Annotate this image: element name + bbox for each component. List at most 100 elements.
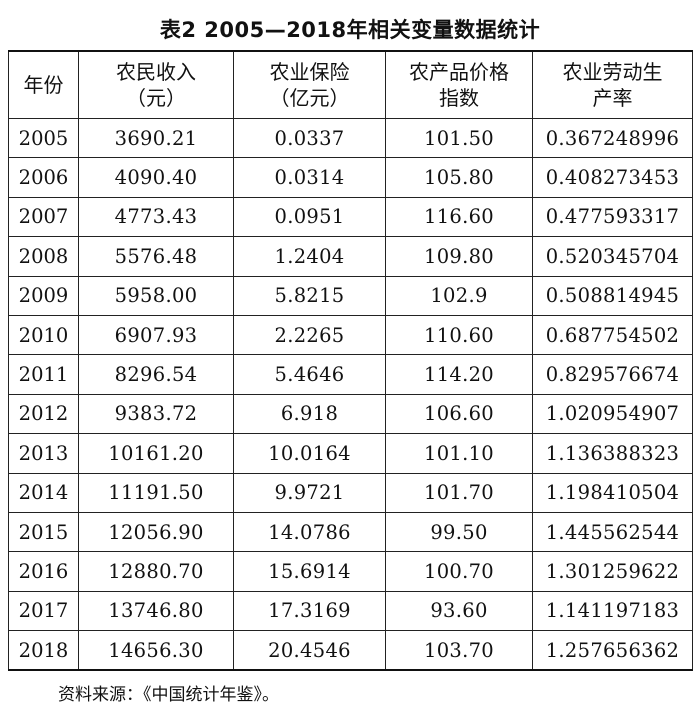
table-row: 2005 3690.21 0.0337 101.50 0.367248996 [8,117,693,159]
value-cell: 14656.30 [78,630,234,672]
table-body: 2005 3690.21 0.0337 101.50 0.367248996 2006 40… [8,117,693,672]
value-cell: 5576.48 [78,236,234,277]
column-header-line: （元） [126,86,186,110]
value-cell: 17.3169 [233,590,386,632]
value-cell: 8296.54 [78,354,234,395]
value-cell: 1.445562544 [532,511,693,553]
table-row: 2018 14656.30 20.4546 103.70 1.257656362 [8,630,693,672]
table-row: 2007 4773.43 0.0951 116.60 0.477593317 [8,196,693,238]
table-row: 2011 8296.54 5.4646 114.20 0.829576674 [8,354,693,395]
value-cell: 0.520345704 [532,236,693,277]
value-cell: 1.301259622 [532,551,693,592]
value-cell: 105.80 [385,157,533,198]
value-cell: 5.4646 [233,354,386,395]
value-cell: 1.198410504 [532,472,693,513]
value-cell: 6907.93 [78,314,234,356]
year-cell: 2012 [8,393,79,435]
table-row: 2008 5576.48 1.2404 109.80 0.520345704 [8,236,693,277]
table-row: 2012 9383.72 6.918 106.60 1.020954907 [8,393,693,435]
value-cell: 0.0314 [233,157,386,198]
value-cell: 9383.72 [78,393,234,435]
year-cell: 2008 [8,236,79,277]
value-cell: 12056.90 [78,511,234,553]
source-note: 资料来源：《中国统计年鉴》。 [58,685,279,705]
column-header-line: 农民收入 [116,60,196,84]
value-cell: 9.9721 [233,472,386,513]
year-cell: 2010 [8,314,79,356]
column-header-line: 农产品价格 [409,60,509,84]
value-cell: 0.829576674 [532,354,693,395]
value-cell: 2.2265 [233,314,386,356]
value-cell: 0.0951 [233,196,386,238]
value-cell: 11191.50 [78,472,234,513]
value-cell: 103.70 [385,630,533,672]
value-cell: 1.141197183 [532,590,693,632]
value-cell: 0.408273453 [532,157,693,198]
value-cell: 93.60 [385,590,533,632]
value-cell: 99.50 [385,511,533,553]
column-header-line: 农业劳动生 [562,60,663,84]
value-cell: 1.020954907 [532,393,693,435]
column-header-line: 产率 [592,86,633,110]
column-header-3: 农产品价格 指数 [385,50,533,119]
table-row: 2015 12056.90 14.0786 99.50 1.445562544 [8,511,693,553]
value-cell: 20.4546 [233,630,386,672]
data-table: 年份 农民收入 （元） 农业保险 （亿元） 农产品价格 指数 农业劳动生 产率 2005 3690… [8,50,693,672]
value-cell: 101.10 [385,433,533,474]
value-cell: 3690.21 [78,117,234,159]
table-row: 2009 5958.00 5.8215 102.9 0.508814945 [8,275,693,316]
value-cell: 14.0786 [233,511,386,553]
value-cell: 0.508814945 [532,275,693,316]
column-header-1: 农民收入 （元） [78,50,234,119]
year-cell: 2016 [8,551,79,592]
value-cell: 102.9 [385,275,533,316]
value-cell: 6.918 [233,393,386,435]
value-cell: 1.136388323 [532,433,693,474]
year-cell: 2014 [8,472,79,513]
year-cell: 2011 [8,354,79,395]
value-cell: 101.70 [385,472,533,513]
value-cell: 10161.20 [78,433,234,474]
column-header-4: 农业劳动生 产率 [532,50,693,119]
column-header-2: 农业保险 （亿元） [233,50,386,119]
value-cell: 106.60 [385,393,533,435]
value-cell: 13746.80 [78,590,234,632]
value-cell: 5.8215 [233,275,386,316]
table-row: 2017 13746.80 17.3169 93.60 1.141197183 [8,590,693,632]
value-cell: 15.6914 [233,551,386,592]
column-header-line: 年份 [23,73,64,97]
value-cell: 114.20 [385,354,533,395]
table-header: 年份 农民收入 （元） 农业保险 （亿元） 农产品价格 指数 农业劳动生 产率 [8,50,693,119]
table-title: 表2 2005—2018年相关变量数据统计 [159,18,541,42]
value-cell: 1.257656362 [532,630,693,672]
value-cell: 0.0337 [233,117,386,159]
value-cell: 116.60 [385,196,533,238]
column-header-line: 指数 [439,86,479,110]
table-row: 2006 4090.40 0.0314 105.80 0.408273453 [8,157,693,198]
value-cell: 1.2404 [233,236,386,277]
table-row: 2010 6907.93 2.2265 110.60 0.687754502 [8,314,693,356]
table-row: 2016 12880.70 15.6914 100.70 1.301259622 [8,551,693,592]
value-cell: 12880.70 [78,551,234,592]
header-row: 年份 农民收入 （元） 农业保险 （亿元） 农产品价格 指数 农业劳动生 产率 [8,50,693,119]
year-cell: 2015 [8,511,79,553]
value-cell: 4090.40 [78,157,234,198]
value-cell: 0.367248996 [532,117,693,159]
column-header-line: （亿元） [269,86,350,110]
column-header-line: 农业保险 [269,60,350,84]
value-cell: 5958.00 [78,275,234,316]
year-cell: 2017 [8,590,79,632]
column-header-0: 年份 [8,50,79,119]
year-cell: 2007 [8,196,79,238]
table-row: 2013 10161.20 10.0164 101.10 1.136388323 [8,433,693,474]
value-cell: 100.70 [385,551,533,592]
value-cell: 0.477593317 [532,196,693,238]
value-cell: 4773.43 [78,196,234,238]
year-cell: 2005 [8,117,79,159]
value-cell: 109.80 [385,236,533,277]
value-cell: 10.0164 [233,433,386,474]
value-cell: 0.687754502 [532,314,693,356]
year-cell: 2018 [8,630,79,672]
year-cell: 2009 [8,275,79,316]
table-row: 2014 11191.50 9.9721 101.70 1.198410504 [8,472,693,513]
